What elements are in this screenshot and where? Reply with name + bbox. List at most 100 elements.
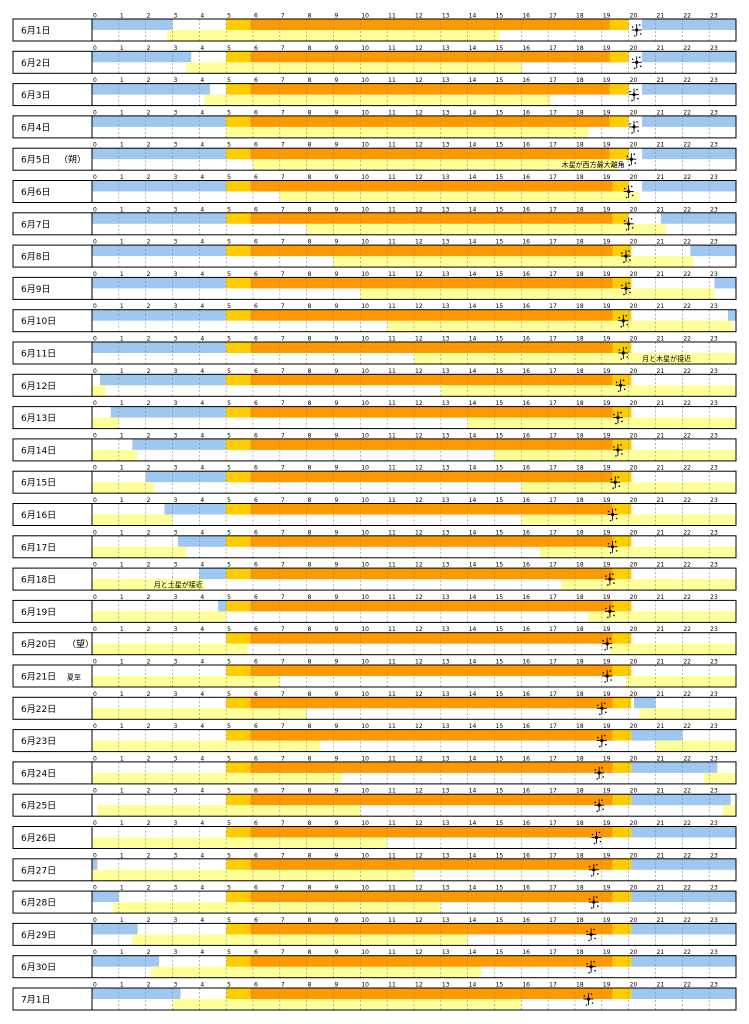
hour-tick-label: 23 [710,13,718,20]
hour-tick-label: 21 [657,659,665,666]
hour-tick-label: 14 [469,432,477,439]
hour-tick-label: 3 [174,239,178,246]
hour-tick-label: 20 [630,465,638,472]
moon-visible-bar [642,115,736,127]
star-dot [618,349,621,351]
hour-tick-label: 3 [174,432,178,439]
hour-tick-label: 7 [281,529,285,536]
row-frame [91,115,737,139]
morning-twilight-bar [226,342,251,353]
star-dot [595,896,598,898]
hour-tick-label: 13 [442,239,450,246]
hour-tick-label: 1 [120,368,124,375]
hour-tick-label: 5 [227,626,231,633]
hour-tick-label: 10 [361,303,369,310]
row-frame [91,18,737,42]
hour-tick-label: 22 [683,432,691,439]
day-row: 0 1 2 3 4 5 6 7 8 9 10 11 12 13 14 15 16 17 18 19 20 21 22 236月… [12,820,737,849]
evening-twilight-bar [609,19,629,30]
hour-tick-label: 17 [549,820,557,827]
day-row: 0 1 2 3 4 5 6 7 8 9 10 11 12 13 14 15 16 17 18 19 20 21 22 236月… [12,755,737,785]
hour-tick-label: 5 [227,174,231,181]
moon-visible-bar [218,600,227,612]
hour-tick-label: 1 [120,659,124,666]
hour-tick-label: 14 [469,659,477,666]
star-dot [586,962,588,965]
hour-tick-label: 18 [576,239,584,246]
star-core [592,900,596,904]
date-label: 6月5日 [21,155,50,166]
row-frame [91,729,737,753]
hour-tick-label: 18 [576,562,584,569]
hour-tick-label: 21 [657,303,665,310]
hour-tick-label: 20 [630,885,638,892]
hour-tick-label: 19 [603,626,611,633]
hour-tick-label: 19 [603,400,611,407]
hour-tick-label: 19 [603,820,611,827]
evening-twilight-bar [612,438,632,450]
star-dot [591,1002,594,1004]
evening-twilight-bar [612,858,632,870]
moon-visible-bar [92,309,227,321]
hour-tick-label: 11 [388,45,396,52]
hour-tick-label: 4 [200,723,204,730]
hour-tick-label: 15 [496,626,504,633]
hour-tick-label: 13 [442,336,450,343]
hour-tick-label: 14 [469,852,477,859]
star-marker [586,960,597,974]
hour-tick-label: 4 [200,852,204,859]
moon-visible-bar [92,51,192,63]
star-dot [620,411,622,414]
hour-tick-label: 23 [710,142,718,149]
hour-tick-label: 22 [683,336,691,343]
hour-tick-label: 4 [200,432,204,439]
moon-visible-bar [631,858,736,870]
hour-tick-label: 6 [254,562,258,569]
hour-tick-label: 21 [657,77,665,84]
hour-tick-label: 13 [442,885,450,892]
hour-tick-label: 16 [522,917,530,924]
hour-tick-label: 14 [469,400,477,407]
hour-tick-label: 7 [281,917,285,924]
date-label: 6月15日 [21,478,56,489]
hour-tick-label: 1 [120,206,124,213]
moon-up-bar [639,708,736,720]
hour-tick-label: 0 [93,562,97,569]
star-dot [586,930,588,933]
hour-tick-label: 17 [549,659,557,666]
hour-tick-label: 23 [710,432,718,439]
hour-tick-label: 13 [442,142,450,149]
star-dot [596,778,598,780]
hour-tick-label: 14 [469,336,477,343]
hour-tick-label: 20 [630,109,638,116]
hour-tick-label: 5 [227,206,231,213]
hour-tick-label: 11 [388,239,396,246]
hour-tick-label: 18 [576,982,584,989]
hour-tick-label: 23 [710,917,718,924]
star-dot [618,485,621,487]
row-frame [91,341,737,365]
hour-tick-label: 2 [147,723,151,730]
row-frame [91,793,737,817]
hour-tick-label: 8 [308,852,312,859]
hour-tick-label: 1 [120,77,124,84]
hour-tick-label: 14 [469,529,477,536]
hour-tick-label: 0 [93,142,97,149]
hour-tick-label: 10 [361,820,369,827]
hour-tick-label: 1 [120,755,124,762]
hour-tick-label: 7 [281,13,285,20]
hour-tick-label: 10 [361,77,369,84]
morning-twilight-bar [226,309,251,321]
hour-tick-label: 9 [335,336,339,343]
hour-tick-label: 7 [281,982,285,989]
hour-tick-label: 15 [496,691,504,698]
moon-visible-bar [714,277,736,289]
date-label: 6月21日 [21,672,56,683]
hour-tick-label: 20 [630,174,638,181]
hour-tick-label: 20 [630,13,638,20]
row-frame [91,858,737,882]
hour-tick-label: 23 [710,174,718,181]
morning-twilight-bar [226,180,251,192]
hour-tick-label: 15 [496,271,504,278]
hour-tick-label: 17 [549,45,557,52]
